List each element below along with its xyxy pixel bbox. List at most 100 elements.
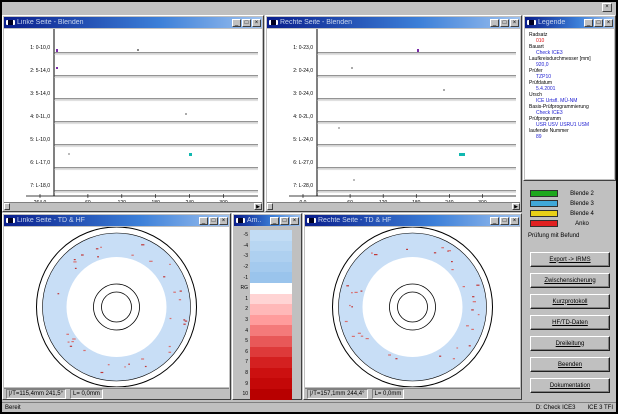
- minimize-button[interactable]: _: [199, 216, 208, 225]
- minimize-button[interactable]: _: [584, 18, 593, 27]
- title-bar[interactable]: Linke Seite - TD & HF _ □ ×: [4, 215, 229, 226]
- cursor-position: |/T=157,1mm 244,4°: [307, 388, 368, 399]
- legend-field-value: 5.4.2001: [536, 86, 556, 92]
- indication-mark: [56, 49, 58, 52]
- kurzprotokoll-button[interactable]: Kurzprotokoll: [530, 294, 610, 309]
- maximize-button[interactable]: □: [280, 216, 289, 225]
- scale-label: 9: [245, 380, 248, 387]
- scale-swatch: [250, 367, 292, 379]
- window-title: Am..: [247, 217, 262, 224]
- app-close-button[interactable]: ×: [602, 3, 612, 12]
- maximize-button[interactable]: □: [500, 216, 509, 225]
- legend-field-value: 920,0: [536, 62, 549, 68]
- minimize-button[interactable]: _: [490, 216, 499, 225]
- blende-legend-item: Blende 3: [530, 200, 602, 207]
- wheel-plot[interactable]: [4, 226, 229, 388]
- dokumentation-button[interactable]: Dokumentation: [530, 378, 610, 393]
- wheel-chart: [36, 226, 197, 388]
- maximize-button[interactable]: □: [500, 18, 509, 27]
- close-button[interactable]: ×: [510, 216, 519, 225]
- scroll-right-arrow[interactable]: ▶: [512, 203, 520, 210]
- defect-mark: [476, 284, 480, 286]
- channel-label: 2: 5-14,0: [30, 68, 50, 74]
- indication-mark: [56, 67, 58, 69]
- defect-mark: [183, 323, 186, 325]
- window-title: Rechte Seite - Blenden: [280, 19, 352, 26]
- wheel-chart: [332, 226, 493, 388]
- legend-field-label: Bauart: [529, 44, 544, 50]
- maximize-button[interactable]: □: [209, 216, 218, 225]
- legend-field-value: 89: [536, 134, 542, 140]
- amplitude-color-scale: -5 -4 -3 -2 -1 RG 1 2 3 4 5 6 7 8 9 10: [238, 230, 292, 400]
- channel-label: 1: 0-10,0: [30, 45, 50, 51]
- title-bar[interactable]: Rechte Seite - Blenden _ □ ×: [267, 17, 520, 28]
- scale-row: RG: [238, 282, 292, 294]
- defect-mark: [468, 345, 471, 347]
- cursor-status: |/T=115,4mm 241,5° L= 0,0mm: [4, 388, 229, 399]
- status-check: D: Check ICE3: [535, 404, 576, 411]
- minimize-button[interactable]: _: [270, 216, 279, 225]
- scale-label: 7: [245, 359, 248, 366]
- scroll-thumb[interactable]: [4, 203, 10, 210]
- minimize-button[interactable]: _: [490, 18, 499, 27]
- cursor-position: |/T=115,4mm 241,5°: [6, 388, 67, 399]
- legend-field-label: Basis-Prüfprogrammierung: [529, 104, 589, 110]
- blende-label: Blende 3: [570, 200, 594, 207]
- defect-mark: [456, 347, 459, 349]
- close-button[interactable]: ×: [604, 18, 613, 27]
- close-button[interactable]: ×: [219, 216, 228, 225]
- window-icon: [269, 19, 278, 27]
- close-button[interactable]: ×: [510, 18, 519, 27]
- defect-mark: [462, 286, 465, 288]
- defect-mark: [141, 358, 145, 360]
- defect-mark: [72, 338, 76, 340]
- hf-td-daten-button[interactable]: HF/TD-Daten: [530, 315, 610, 330]
- status-train: ICE 3 TFI: [587, 404, 613, 411]
- scale-label: 10: [242, 391, 248, 398]
- scale-row: 3: [238, 314, 292, 326]
- defect-mark: [388, 354, 391, 356]
- left-td-hf-window: Linke Seite - TD & HF _ □ × |/T=115,4mm …: [2, 213, 231, 400]
- scale-swatch: [250, 230, 292, 241]
- scale-swatch: [250, 261, 292, 273]
- defect-mark: [168, 345, 171, 348]
- indication-mark: [459, 153, 465, 156]
- legend-field-label: Radsatz: [529, 32, 548, 38]
- title-bar[interactable]: Linke Seite - Blenden _ □ ×: [4, 17, 262, 28]
- title-bar[interactable]: Am.. _ □ ×: [234, 215, 300, 226]
- window-title: Rechte Seite - TD & HF: [318, 217, 392, 224]
- beenden-button[interactable]: Beenden: [530, 357, 610, 372]
- export-button[interactable]: Export -> IRMS: [530, 252, 610, 267]
- dreileitung-button[interactable]: Dreileitung: [530, 336, 610, 351]
- scroll-right-arrow[interactable]: ▶: [254, 203, 262, 210]
- maximize-button[interactable]: □: [242, 18, 251, 27]
- legend-field-label: Laufkreisdurchmesser [mm]: [529, 56, 591, 62]
- minimize-button[interactable]: _: [232, 18, 241, 27]
- indication-mark: [189, 153, 192, 156]
- indication-mark: [68, 153, 70, 155]
- horizontal-scrollbar[interactable]: ▶: [4, 202, 262, 210]
- window-title: Linke Seite - Blenden: [17, 19, 84, 26]
- defect-mark: [184, 320, 188, 322]
- scale-row: 2: [238, 304, 292, 315]
- wheel-plot[interactable]: [305, 226, 520, 388]
- zwischensicherung-button[interactable]: Zwischensicherung: [530, 273, 610, 288]
- close-button[interactable]: ×: [290, 216, 299, 225]
- scale-row: 8: [238, 367, 292, 379]
- scale-row: -2: [238, 261, 292, 273]
- indication-mark: [137, 49, 139, 51]
- blende-color-swatch: [530, 190, 558, 197]
- horizontal-scrollbar[interactable]: ▶: [267, 202, 520, 210]
- close-button[interactable]: ×: [252, 18, 261, 27]
- title-bar[interactable]: Legende _ □ ×: [525, 17, 614, 28]
- defect-mark: [57, 293, 60, 295]
- defect-mark: [149, 260, 153, 262]
- legend-field-value: ICE Urtsfl. MÜ-NM: [536, 98, 578, 104]
- scale-swatch: [250, 346, 292, 358]
- title-bar[interactable]: Rechte Seite - TD & HF _ □ ×: [305, 215, 520, 226]
- defect-mark: [406, 248, 408, 250]
- scroll-thumb[interactable]: [267, 203, 273, 210]
- legend-field-value: Check ICE3: [536, 110, 563, 116]
- maximize-button[interactable]: □: [594, 18, 603, 27]
- scale-swatch: [250, 282, 292, 294]
